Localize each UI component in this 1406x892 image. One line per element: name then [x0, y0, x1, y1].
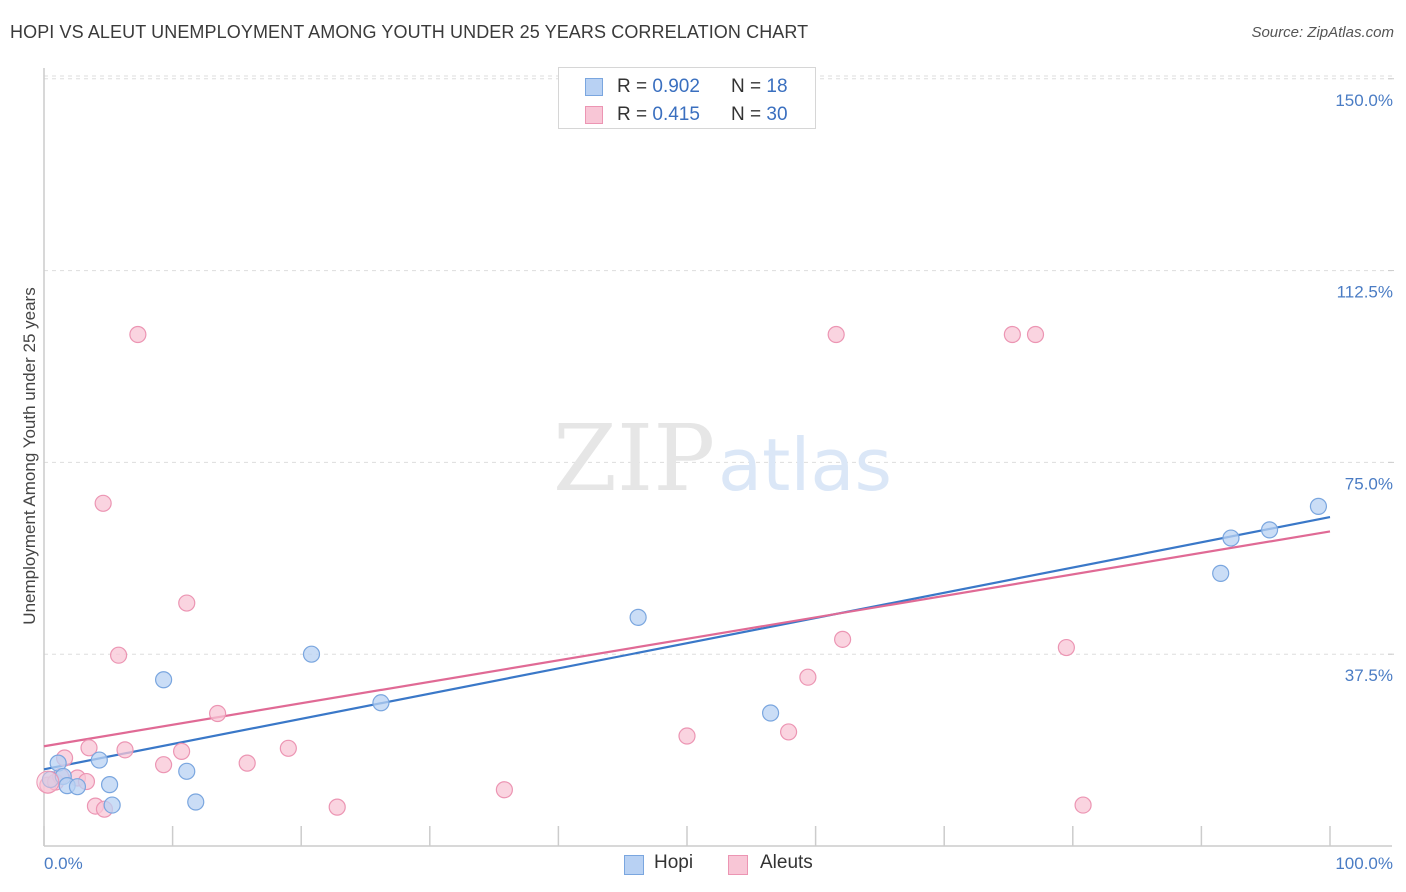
- aleut-point-12: [129, 325, 147, 344]
- hopi-point-15: [1212, 564, 1230, 582]
- hopi-point-4: [68, 778, 87, 796]
- hopi-point-10: [187, 793, 205, 811]
- y-tick-label-1: 75.0%: [1345, 474, 1393, 493]
- hopi-point-12: [372, 694, 390, 712]
- aleut-point-27: [1026, 325, 1045, 344]
- aleut-point-23: [799, 668, 817, 686]
- aleut-point-cluster: [36, 770, 60, 794]
- hopi-point-6: [100, 776, 119, 794]
- hopi-point-9: [178, 762, 196, 780]
- aleut-trend-line: [43, 530, 1331, 748]
- watermark-zip: ZIP: [553, 405, 715, 512]
- y-axis-label: Unemployment Among Youth under 25 years: [20, 287, 39, 624]
- tick-labels: 0.0% 100.0% 37.5% 75.0% 112.5% 150.0%: [44, 91, 1393, 873]
- hopi-point-17: [1260, 521, 1279, 539]
- hopi-point-18: [1309, 497, 1328, 515]
- hopi-point-7: [103, 796, 121, 814]
- aleut-point-25: [834, 630, 852, 648]
- hopi-point-5: [90, 751, 108, 769]
- hopi-point-11: [302, 645, 321, 663]
- x-tick-label-min: 0.0%: [44, 854, 83, 873]
- aleut-point-16: [209, 704, 227, 723]
- correlation-legend: R = 0.902 N = 18 R = 0.415 N = 30: [558, 67, 816, 129]
- x-tick-label-max: 100.0%: [1335, 854, 1393, 873]
- aleut-point-8: [94, 494, 112, 512]
- aleuts-n: N = 30: [731, 104, 788, 125]
- hopi-point-16: [1222, 529, 1240, 547]
- aleut-point-24: [827, 325, 845, 344]
- bottom-hopi-swatch: [624, 855, 644, 875]
- trend-lines: [43, 516, 1331, 771]
- aleut-point-11: [116, 741, 134, 759]
- aleut-point-17: [238, 754, 256, 772]
- aleut-point-20: [495, 781, 513, 799]
- aleut-point-15: [178, 594, 196, 612]
- y-tick-label-0: 37.5%: [1345, 666, 1393, 685]
- bottom-aleuts-label: Aleuts: [760, 852, 813, 873]
- hopi-point-14: [761, 704, 780, 722]
- chart-title: HOPI VS ALEUT UNEMPLOYMENT AMONG YOUTH U…: [10, 22, 809, 42]
- hopi-point-13: [629, 608, 647, 626]
- bottom-aleuts-swatch: [728, 855, 748, 875]
- hopi-swatch: [585, 78, 603, 96]
- hopi-n: N = 18: [731, 76, 788, 97]
- watermark: ZIP atlas: [553, 405, 892, 512]
- aleut-point-10: [109, 646, 128, 664]
- source-label: Source: ZipAtlas.com: [1251, 24, 1394, 41]
- aleut-point-21: [678, 727, 696, 745]
- y-tick-label-3: 150.0%: [1335, 91, 1393, 110]
- aleuts-swatch: [585, 106, 603, 124]
- aleut-point-6: [80, 739, 98, 757]
- axes: [43, 68, 1394, 847]
- aleut-point-22: [779, 723, 798, 741]
- hopi-point-8: [154, 671, 173, 689]
- aleut-point-13: [154, 756, 173, 774]
- aleut-point-29: [1074, 796, 1092, 814]
- grid-lines: [44, 75, 1392, 655]
- aleut-point-19: [328, 798, 346, 816]
- aleut-point-28: [1057, 638, 1075, 657]
- aleut-point-26: [1003, 325, 1021, 344]
- bottom-hopi-label: Hopi: [654, 852, 694, 873]
- aleut-point-14: [173, 742, 191, 760]
- data-points: [36, 325, 1328, 818]
- aleut-point-18: [279, 739, 297, 757]
- hopi-r: R = 0.902: [617, 76, 700, 97]
- aleuts-r: R = 0.415: [617, 104, 700, 125]
- y-tick-label-2: 112.5%: [1337, 283, 1393, 302]
- watermark-atlas: atlas: [718, 423, 892, 507]
- hopi-trend-line: [43, 516, 1331, 771]
